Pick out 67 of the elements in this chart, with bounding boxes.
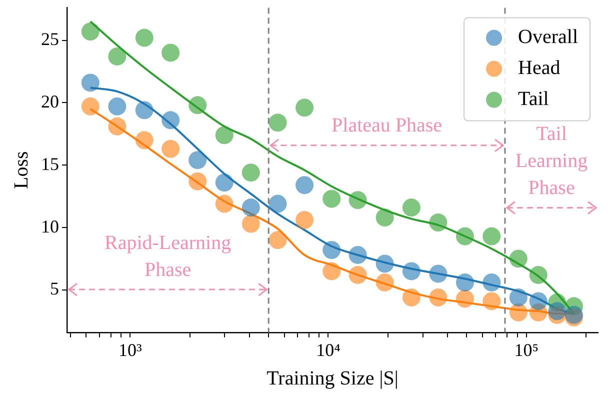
y-tick-label: 5 <box>50 278 59 299</box>
y-axis-title: Loss <box>10 151 32 189</box>
point <box>162 44 180 62</box>
legend-label: Head <box>518 57 560 80</box>
point <box>135 28 154 47</box>
point <box>215 174 234 192</box>
point <box>429 214 448 232</box>
annotation: Plateau Phase <box>332 114 442 137</box>
point <box>268 231 287 250</box>
point <box>348 266 367 284</box>
point <box>482 227 501 246</box>
y-tick-label: 15 <box>41 154 59 174</box>
point <box>268 194 287 213</box>
point <box>322 262 341 280</box>
x-tick-label: 10⁵ <box>514 340 538 360</box>
point <box>456 227 474 246</box>
point <box>322 190 341 208</box>
point <box>402 288 420 306</box>
point <box>348 191 367 210</box>
point <box>188 151 207 170</box>
point <box>188 172 207 190</box>
point <box>376 208 394 227</box>
y-tick-label: 25 <box>41 28 59 49</box>
point <box>135 101 154 120</box>
point <box>215 194 234 213</box>
point <box>296 211 314 230</box>
point <box>135 131 154 150</box>
x-axis-title: Training Size |S| <box>266 367 398 390</box>
point <box>296 98 314 117</box>
point <box>509 250 528 268</box>
legend-label: Overall <box>518 26 578 48</box>
point <box>188 96 207 114</box>
point <box>268 114 287 132</box>
point <box>108 47 126 66</box>
point <box>108 117 126 136</box>
point <box>456 273 474 292</box>
point <box>402 198 420 217</box>
point <box>509 288 528 306</box>
point <box>242 214 260 233</box>
annotation: Tail Learning Phase <box>515 123 588 200</box>
point <box>376 254 394 273</box>
y-tick-label: 20 <box>41 91 59 112</box>
point <box>482 273 501 292</box>
point <box>429 264 448 283</box>
y-tick-label: 10 <box>41 216 59 236</box>
point <box>348 246 367 264</box>
x-tick-label: 10³ <box>118 340 142 360</box>
point <box>81 22 100 41</box>
point <box>402 262 420 280</box>
point <box>242 164 260 182</box>
point <box>162 140 180 158</box>
point <box>162 111 180 130</box>
point <box>482 292 501 310</box>
point <box>215 126 234 144</box>
point <box>81 97 100 116</box>
point <box>509 303 528 322</box>
point <box>108 97 126 116</box>
point <box>376 273 394 292</box>
point <box>429 288 448 306</box>
point <box>81 74 100 92</box>
point <box>322 241 341 259</box>
annotation: Rapid-Learning Phase <box>104 232 232 281</box>
x-tick-label: 10⁴ <box>316 340 340 360</box>
point <box>456 290 474 308</box>
point <box>242 198 260 217</box>
point <box>296 176 314 194</box>
legend-label: Tail <box>518 88 550 110</box>
